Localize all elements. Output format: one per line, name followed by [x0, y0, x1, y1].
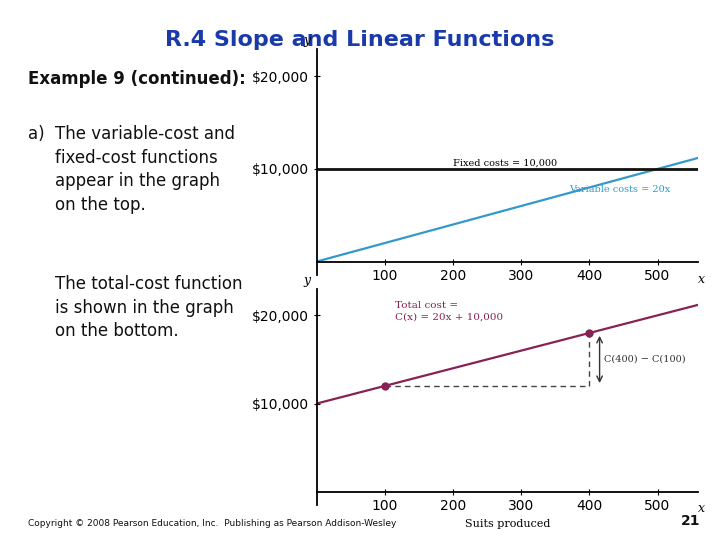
Text: 21: 21	[680, 514, 700, 528]
Text: The variable-cost and
fixed-cost functions
appear in the graph
on the top.: The variable-cost and fixed-cost functio…	[55, 125, 235, 214]
Text: x: x	[698, 502, 706, 515]
Text: y: y	[303, 274, 310, 287]
X-axis label: Suits produced: Suits produced	[465, 519, 550, 529]
Text: Total cost =
C(x) = 20x + 10,000: Total cost = C(x) = 20x + 10,000	[395, 301, 503, 322]
Text: C(400) − C(100): C(400) − C(100)	[604, 355, 686, 364]
Text: y: y	[303, 33, 310, 47]
Text: a): a)	[28, 125, 45, 143]
Text: Variable costs = 20x: Variable costs = 20x	[569, 185, 670, 194]
Text: Fixed costs = 10,000: Fixed costs = 10,000	[453, 158, 557, 167]
Text: R.4 Slope and Linear Functions: R.4 Slope and Linear Functions	[166, 30, 554, 50]
Text: x: x	[698, 273, 706, 286]
Text: Copyright © 2008 Pearson Education, Inc.  Publishing as Pearson Addison-Wesley: Copyright © 2008 Pearson Education, Inc.…	[28, 519, 397, 528]
X-axis label: Suits produced: Suits produced	[465, 289, 550, 299]
Text: Example 9 (continued):: Example 9 (continued):	[28, 70, 246, 88]
Text: The total-cost function
is shown in the graph
on the bottom.: The total-cost function is shown in the …	[55, 275, 243, 340]
